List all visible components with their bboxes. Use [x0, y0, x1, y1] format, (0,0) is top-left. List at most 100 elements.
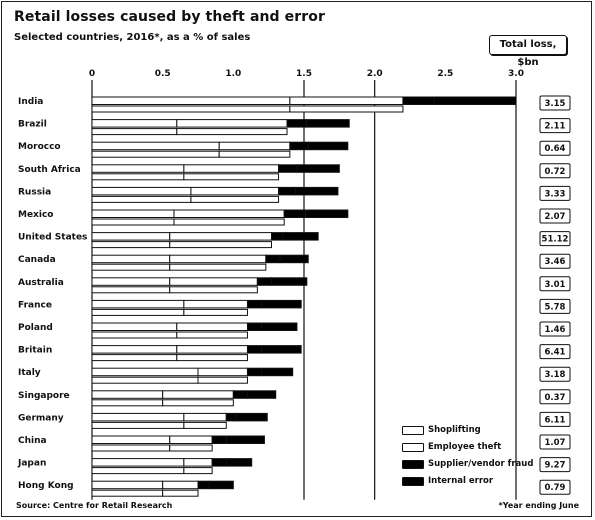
- total-loss-value: 1.07: [545, 438, 566, 448]
- category-label: France: [18, 300, 52, 310]
- bar-employee-base: [183, 173, 280, 181]
- category-label: Italy: [18, 368, 41, 378]
- bar-segment-shoplifting: [91, 186, 192, 196]
- bar-segment-shoplifting: [91, 412, 185, 422]
- chart-subtitle: Selected countries, 2016*, as a % of sal…: [14, 32, 251, 43]
- x-tick-label: 2.0: [367, 69, 383, 79]
- bar-employee-base: [169, 444, 213, 452]
- total-loss-box: [539, 118, 571, 134]
- bar-segment-internal-error: [307, 141, 349, 151]
- bar-segment-shoplifting: [91, 322, 178, 331]
- bar-segment-employee-theft: [162, 390, 234, 399]
- total-loss-value: 1.46: [545, 325, 566, 335]
- legend-label: Internal error: [428, 476, 494, 486]
- total-loss-box: [539, 140, 571, 156]
- bar-segment-supplier-vendor-fraud: [265, 254, 281, 264]
- bar-shoplifting-base: [91, 421, 185, 429]
- category-label: South Africa: [18, 165, 81, 175]
- legend-label: Shoplifting: [428, 425, 481, 435]
- x-tick-label: 1.5: [296, 69, 312, 79]
- x-tick-label: 2.5: [437, 69, 453, 79]
- total-loss-value: 6.41: [545, 348, 566, 358]
- bar-segment-employee-theft: [169, 232, 272, 241]
- bar-segment-employee-theft: [169, 254, 267, 264]
- total-loss-value: 3.18: [545, 370, 566, 380]
- bar-segment-internal-error: [246, 390, 277, 399]
- bar-segment-shoplifting: [91, 367, 199, 377]
- bar-segment-internal-error: [225, 458, 253, 467]
- bar-employee-base: [169, 241, 272, 249]
- bar-segment-supplier-vendor-fraud: [289, 141, 309, 151]
- bar-segment-internal-error: [304, 209, 349, 218]
- bar-segment-supplier-vendor-fraud: [278, 164, 298, 173]
- total-loss-value: 6.11: [545, 415, 566, 425]
- bar-employee-base: [190, 195, 280, 203]
- bar-employee-base: [176, 354, 248, 362]
- bar-segment-employee-theft: [173, 209, 285, 218]
- bar-shoplifting-base: [91, 173, 185, 181]
- bar-segment-employee-theft: [289, 96, 404, 105]
- bar-segment-employee-theft: [176, 119, 288, 128]
- total-loss-box: [539, 231, 571, 247]
- category-label: Singapore: [18, 391, 70, 401]
- bar-shoplifting-base: [91, 286, 171, 294]
- bar-segment-internal-error: [270, 277, 308, 286]
- bar-segment-supplier-vendor-fraud: [278, 186, 297, 196]
- legend-swatch: [402, 443, 424, 452]
- bar-employee-base: [176, 331, 248, 339]
- total-loss-value: 0.64: [545, 144, 566, 154]
- bar-segment-supplier-vendor-fraud: [246, 367, 263, 377]
- bar-segment-employee-theft: [183, 458, 213, 467]
- bar-segment-employee-theft: [183, 299, 248, 309]
- total-loss-box: [539, 321, 571, 337]
- total-loss-box: [539, 95, 571, 111]
- bar-shoplifting-base: [91, 489, 164, 497]
- x-tick-label: 0.5: [155, 69, 171, 79]
- bar-segment-supplier-vendor-fraud: [270, 232, 284, 241]
- bar-segment-shoplifting: [91, 390, 164, 399]
- bar-employee-base: [289, 105, 404, 113]
- category-label: Germany: [18, 413, 64, 423]
- total-loss-value: 3.33: [545, 189, 566, 199]
- total-loss-box: [539, 344, 571, 360]
- bar-segment-internal-error: [295, 186, 339, 196]
- bar-segment-internal-error: [208, 480, 234, 490]
- bar-shoplifting-base: [91, 241, 171, 249]
- bar-segment-supplier-vendor-fraud: [197, 480, 210, 490]
- bar-shoplifting-base: [91, 331, 178, 339]
- bar-employee-base: [173, 218, 285, 226]
- category-label: Australia: [18, 278, 64, 288]
- category-label: Britain: [18, 346, 52, 356]
- bar-employee-base: [176, 128, 288, 136]
- total-loss-value: 5.78: [545, 302, 566, 312]
- bar-shoplifting-base: [91, 263, 171, 271]
- bar-segment-employee-theft: [183, 164, 280, 173]
- category-label: Hong Kong: [18, 481, 74, 491]
- total-loss-value: 2.07: [545, 212, 566, 222]
- bar-segment-shoplifting: [91, 209, 175, 218]
- total-loss-box: [539, 253, 571, 269]
- bar-shoplifting-base: [91, 354, 178, 362]
- bar-employee-base: [183, 308, 248, 316]
- total-loss-box: [539, 366, 571, 382]
- bar-segment-employee-theft: [176, 345, 248, 354]
- source-note: Source: Centre for Retail Research: [16, 501, 173, 510]
- bar-segment-employee-theft: [197, 367, 248, 377]
- bar-segment-supplier-vendor-fraud: [256, 277, 272, 286]
- bar-segment-employee-theft: [162, 480, 199, 490]
- bar-segment-shoplifting: [91, 435, 171, 444]
- bar-segment-internal-error: [282, 232, 319, 241]
- bar-employee-base: [169, 263, 267, 271]
- bar-segment-employee-theft: [218, 141, 291, 151]
- total-loss-box: [539, 276, 571, 292]
- bar-segment-shoplifting: [91, 96, 291, 105]
- bar-segment-internal-error: [235, 412, 268, 422]
- bar-segment-employee-theft: [169, 435, 213, 444]
- bar-segment-supplier-vendor-fraud: [283, 209, 306, 218]
- total-loss-value: 0.37: [545, 393, 566, 403]
- bar-segment-shoplifting: [91, 345, 178, 354]
- legend-swatch: [402, 477, 424, 486]
- bar-segment-internal-error: [261, 367, 294, 377]
- bar-segment-supplier-vendor-fraud: [246, 345, 263, 354]
